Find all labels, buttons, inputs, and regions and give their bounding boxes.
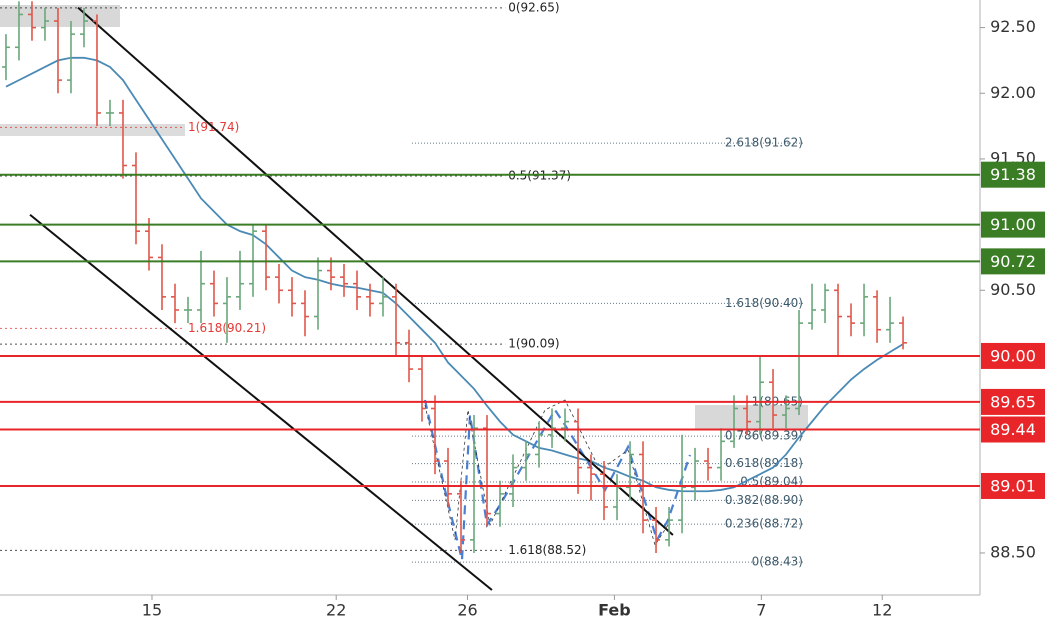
level-box: [981, 472, 1045, 499]
y-tick-label: 90.50: [990, 280, 1036, 299]
x-tick-label: 15: [142, 601, 162, 620]
plot: 0(92.65)1(91.74)0.5(91.37)1.618(90.21)1(…: [0, 0, 908, 591]
pattern-line: [424, 399, 669, 546]
x-tick-label: 7: [756, 601, 766, 620]
fib-label: 0.236(88.72): [725, 517, 803, 531]
level-box: [981, 388, 1045, 415]
level-label: 90.00: [990, 346, 1036, 365]
trendline: [77, 6, 674, 536]
x-tick-label: Feb: [598, 601, 631, 620]
x-tick-label: 12: [872, 601, 892, 620]
y-tick-label: 92.50: [990, 17, 1036, 36]
level-box: [981, 248, 1045, 275]
fib-label: 0.618(89.18): [725, 456, 803, 470]
x-tick-label: 26: [457, 601, 477, 620]
fib-label: 0(88.43): [752, 555, 803, 569]
level-box: [981, 161, 1045, 188]
fib-label: 1.618(88.52): [508, 543, 586, 557]
level-box: [981, 342, 1045, 369]
y-tick-label: 88.50: [990, 542, 1036, 561]
zone-box: [0, 124, 185, 136]
level-label: 89.44: [990, 420, 1036, 439]
x-tick-label: 22: [326, 601, 346, 620]
fib-label: 2.618(91.62): [725, 136, 803, 150]
fib-label: 0.382(88.90): [725, 493, 803, 507]
level-label: 91.38: [990, 165, 1036, 184]
fib-label: 0.786(89.39): [725, 429, 803, 443]
level-label: 91.00: [990, 215, 1036, 234]
zone-box: [0, 5, 120, 27]
fib-label: 1(90.09): [508, 337, 559, 351]
level-label: 90.72: [990, 252, 1036, 271]
fib-label: 0(92.65): [508, 0, 559, 14]
level-label: 89.01: [990, 476, 1036, 495]
moving-average: [5, 56, 904, 493]
level-box: [981, 211, 1045, 238]
fib-label: 1.618(90.40): [725, 296, 803, 310]
level-label: 89.65: [990, 392, 1036, 411]
y-tick-label: 92.00: [990, 83, 1036, 102]
zone-box: [695, 405, 808, 430]
level-box: [981, 416, 1045, 443]
